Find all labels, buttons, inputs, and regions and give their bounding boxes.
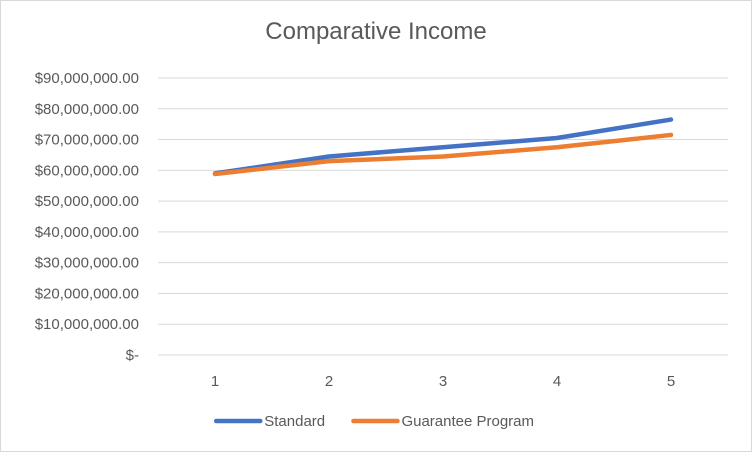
y-tick-label: $20,000,000.00	[35, 285, 139, 302]
legend-label: Guarantee Program	[401, 413, 534, 430]
legend-item: Guarantee Program	[351, 413, 534, 430]
y-tick-label: $50,000,000.00	[35, 193, 139, 210]
legend-item: Standard	[214, 413, 325, 430]
y-tick-label: $80,000,000.00	[35, 101, 139, 118]
x-tick-label: 2	[325, 373, 333, 390]
legend-label: Standard	[264, 413, 325, 430]
x-tick-label: 5	[667, 373, 675, 390]
legend: Standard Guarantee Program	[214, 413, 534, 430]
x-tick-label: 3	[439, 373, 447, 390]
gridlines	[158, 77, 728, 356]
series-lines	[212, 117, 674, 177]
y-tick-label: $10,000,000.00	[35, 316, 139, 333]
y-axis-tick-labels: $- $10,000,000.00 $20,000,000.00 $30,000,00…	[35, 70, 139, 364]
y-tick-label: $40,000,000.00	[35, 224, 139, 241]
y-tick-label: $30,000,000.00	[35, 255, 139, 272]
x-tick-label: 4	[553, 373, 561, 390]
x-tick-label: 1	[211, 373, 219, 390]
chart-title: Comparative Income	[265, 18, 487, 45]
x-axis-tick-labels: 1 2 3 4 5	[211, 373, 675, 390]
series-line-guarantee-program	[212, 132, 674, 177]
y-tick-label: $70,000,000.00	[35, 132, 139, 149]
y-tick-label: $-	[126, 347, 139, 364]
y-tick-label: $60,000,000.00	[35, 162, 139, 179]
y-tick-label: $90,000,000.00	[35, 70, 139, 87]
series-line-standard	[212, 117, 674, 176]
